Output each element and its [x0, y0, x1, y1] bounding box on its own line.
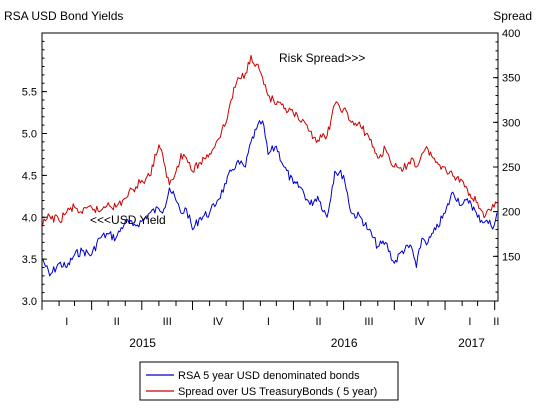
left-tick-label: 4.0: [22, 212, 37, 224]
year-label: 2017: [458, 336, 485, 350]
right-tick-label: 200: [502, 207, 520, 219]
legend: RSA 5 year USD denominated bonds Spread o…: [139, 361, 399, 401]
left-axis: 3.0 3.5 4.0 4.5 5.0 5.5: [22, 32, 47, 308]
quarter-label: II: [114, 316, 120, 328]
left-axis-title: RSA USD Bond Yields: [4, 9, 123, 23]
quarter-label: I: [468, 316, 471, 328]
usd-yield-annotation: <<<USD Yield: [90, 213, 166, 227]
quarter-label: II: [493, 316, 499, 328]
quarter-label: IV: [213, 316, 224, 328]
quarter-label: I: [267, 316, 270, 328]
quarter-label: II: [315, 316, 321, 328]
left-tick-label: 3.0: [22, 296, 37, 308]
right-axis: 150 200 250 300 350 400: [493, 28, 520, 302]
plot-frame: [41, 32, 499, 302]
right-axis-title: Spread: [493, 9, 532, 23]
quarter-label: IV: [414, 316, 425, 328]
year-label: 2016: [331, 336, 358, 350]
year-label: 2015: [129, 336, 156, 350]
right-tick-label: 400: [502, 28, 520, 40]
series-layer: [42, 54, 498, 277]
left-tick-label: 4.5: [22, 170, 37, 182]
legend-box: [139, 361, 399, 401]
series-line-1: [42, 120, 498, 277]
quarter-label: I: [65, 316, 68, 328]
right-tick-label: 250: [502, 162, 520, 174]
series-line-2: [42, 54, 498, 226]
left-tick-label: 3.5: [22, 254, 37, 266]
quarter-label: III: [364, 316, 373, 328]
legend-label-2: Spread over US TreasuryBonds ( 5 year): [178, 386, 377, 398]
right-tick-label: 150: [502, 251, 520, 263]
right-tick-label: 300: [502, 117, 520, 129]
legend-label-1: RSA 5 year USD denominated bonds: [178, 370, 360, 382]
risk-spread-annotation: Risk Spread>>>: [279, 51, 365, 65]
left-tick-label: 5.5: [22, 87, 37, 99]
quarter-label: III: [163, 316, 172, 328]
right-tick-label: 350: [502, 73, 520, 85]
left-tick-label: 5.0: [22, 129, 37, 141]
